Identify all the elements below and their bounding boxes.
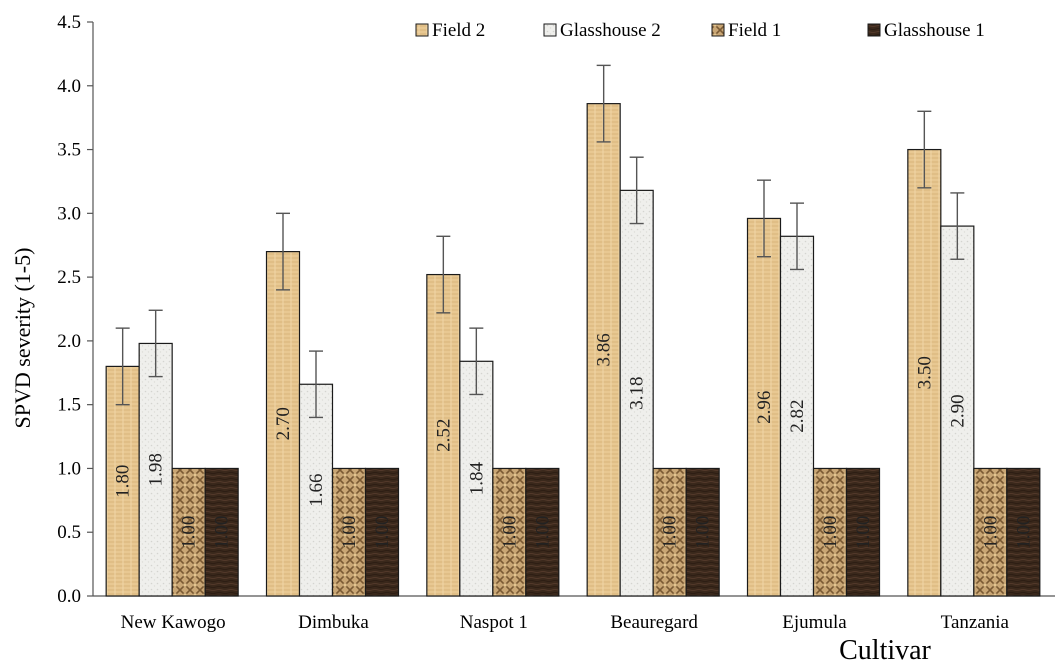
bar — [265, 251, 301, 597]
bar — [685, 467, 720, 597]
category-label: Naspot 1 — [460, 612, 528, 633]
bar — [331, 467, 367, 597]
x-axis-title: Cultivar — [839, 635, 931, 663]
data-label: 1.00 — [339, 516, 360, 549]
data-label: 2.52 — [433, 419, 454, 452]
bar — [1006, 467, 1041, 597]
y-tick-label: 1.5 — [57, 395, 81, 416]
bar — [619, 189, 654, 597]
legend-label: Glasshouse 1 — [884, 20, 985, 41]
legend-swatch — [543, 23, 557, 37]
bar — [525, 467, 560, 597]
data-label: 1.98 — [146, 453, 167, 486]
bar — [845, 467, 881, 597]
y-tick-label: 0.5 — [57, 522, 81, 543]
legend-swatch — [867, 23, 881, 37]
bar — [492, 467, 527, 597]
data-label: 1.00 — [853, 516, 874, 549]
data-label: 1.66 — [306, 474, 327, 507]
bar — [779, 235, 815, 597]
data-label: 1.00 — [532, 516, 553, 549]
data-label: 2.90 — [947, 394, 968, 427]
y-axis-title: SPVD severity (1-5) — [10, 248, 35, 429]
bar — [652, 467, 687, 597]
legend-label: Field 1 — [728, 20, 781, 41]
legend-label: Field 2 — [432, 20, 485, 41]
bar — [204, 467, 239, 597]
data-label: 2.96 — [754, 391, 775, 424]
data-label: 2.82 — [787, 400, 808, 433]
data-label: 1.00 — [980, 516, 1001, 549]
data-label: 1.00 — [1013, 516, 1034, 549]
category-label: Tanzania — [941, 612, 1010, 633]
category-label: Dimbuka — [298, 612, 369, 633]
data-label: 2.70 — [273, 407, 294, 440]
legend-swatch — [415, 23, 429, 37]
data-label: 1.80 — [113, 465, 134, 498]
bar — [907, 148, 942, 597]
bar — [298, 383, 334, 597]
y-tick-label: 2.0 — [57, 331, 81, 352]
data-label: 3.86 — [594, 333, 615, 366]
category-label: Ejumula — [782, 612, 847, 633]
bar — [364, 467, 400, 597]
data-label: 1.00 — [179, 516, 200, 549]
y-tick-label: 4.0 — [57, 76, 81, 97]
bar — [171, 467, 206, 597]
data-label: 3.18 — [627, 377, 648, 410]
bar — [746, 217, 782, 597]
data-label: 1.00 — [820, 516, 841, 549]
bar — [586, 103, 621, 597]
data-label: 1.00 — [212, 516, 233, 549]
y-tick-label: 3.0 — [57, 203, 81, 224]
legend-swatch — [711, 23, 725, 37]
y-tick-label: 3.5 — [57, 140, 81, 161]
data-label: 1.00 — [660, 516, 681, 549]
bar — [459, 360, 494, 597]
data-label: 3.50 — [914, 356, 935, 389]
y-tick-label: 1.0 — [57, 458, 81, 479]
category-label: New Kawogo — [121, 612, 226, 633]
data-label: 1.84 — [466, 462, 487, 496]
y-tick-label: 4.5 — [57, 12, 81, 33]
data-label: 1.00 — [499, 516, 520, 549]
y-tick-label: 0.0 — [57, 586, 81, 607]
y-tick-label: 2.5 — [57, 267, 81, 288]
data-label: 1.00 — [372, 516, 393, 549]
data-label: 1.00 — [693, 516, 714, 549]
category-label: Beauregard — [610, 612, 698, 633]
bar — [940, 225, 975, 597]
legend-label: Glasshouse 2 — [560, 20, 661, 41]
